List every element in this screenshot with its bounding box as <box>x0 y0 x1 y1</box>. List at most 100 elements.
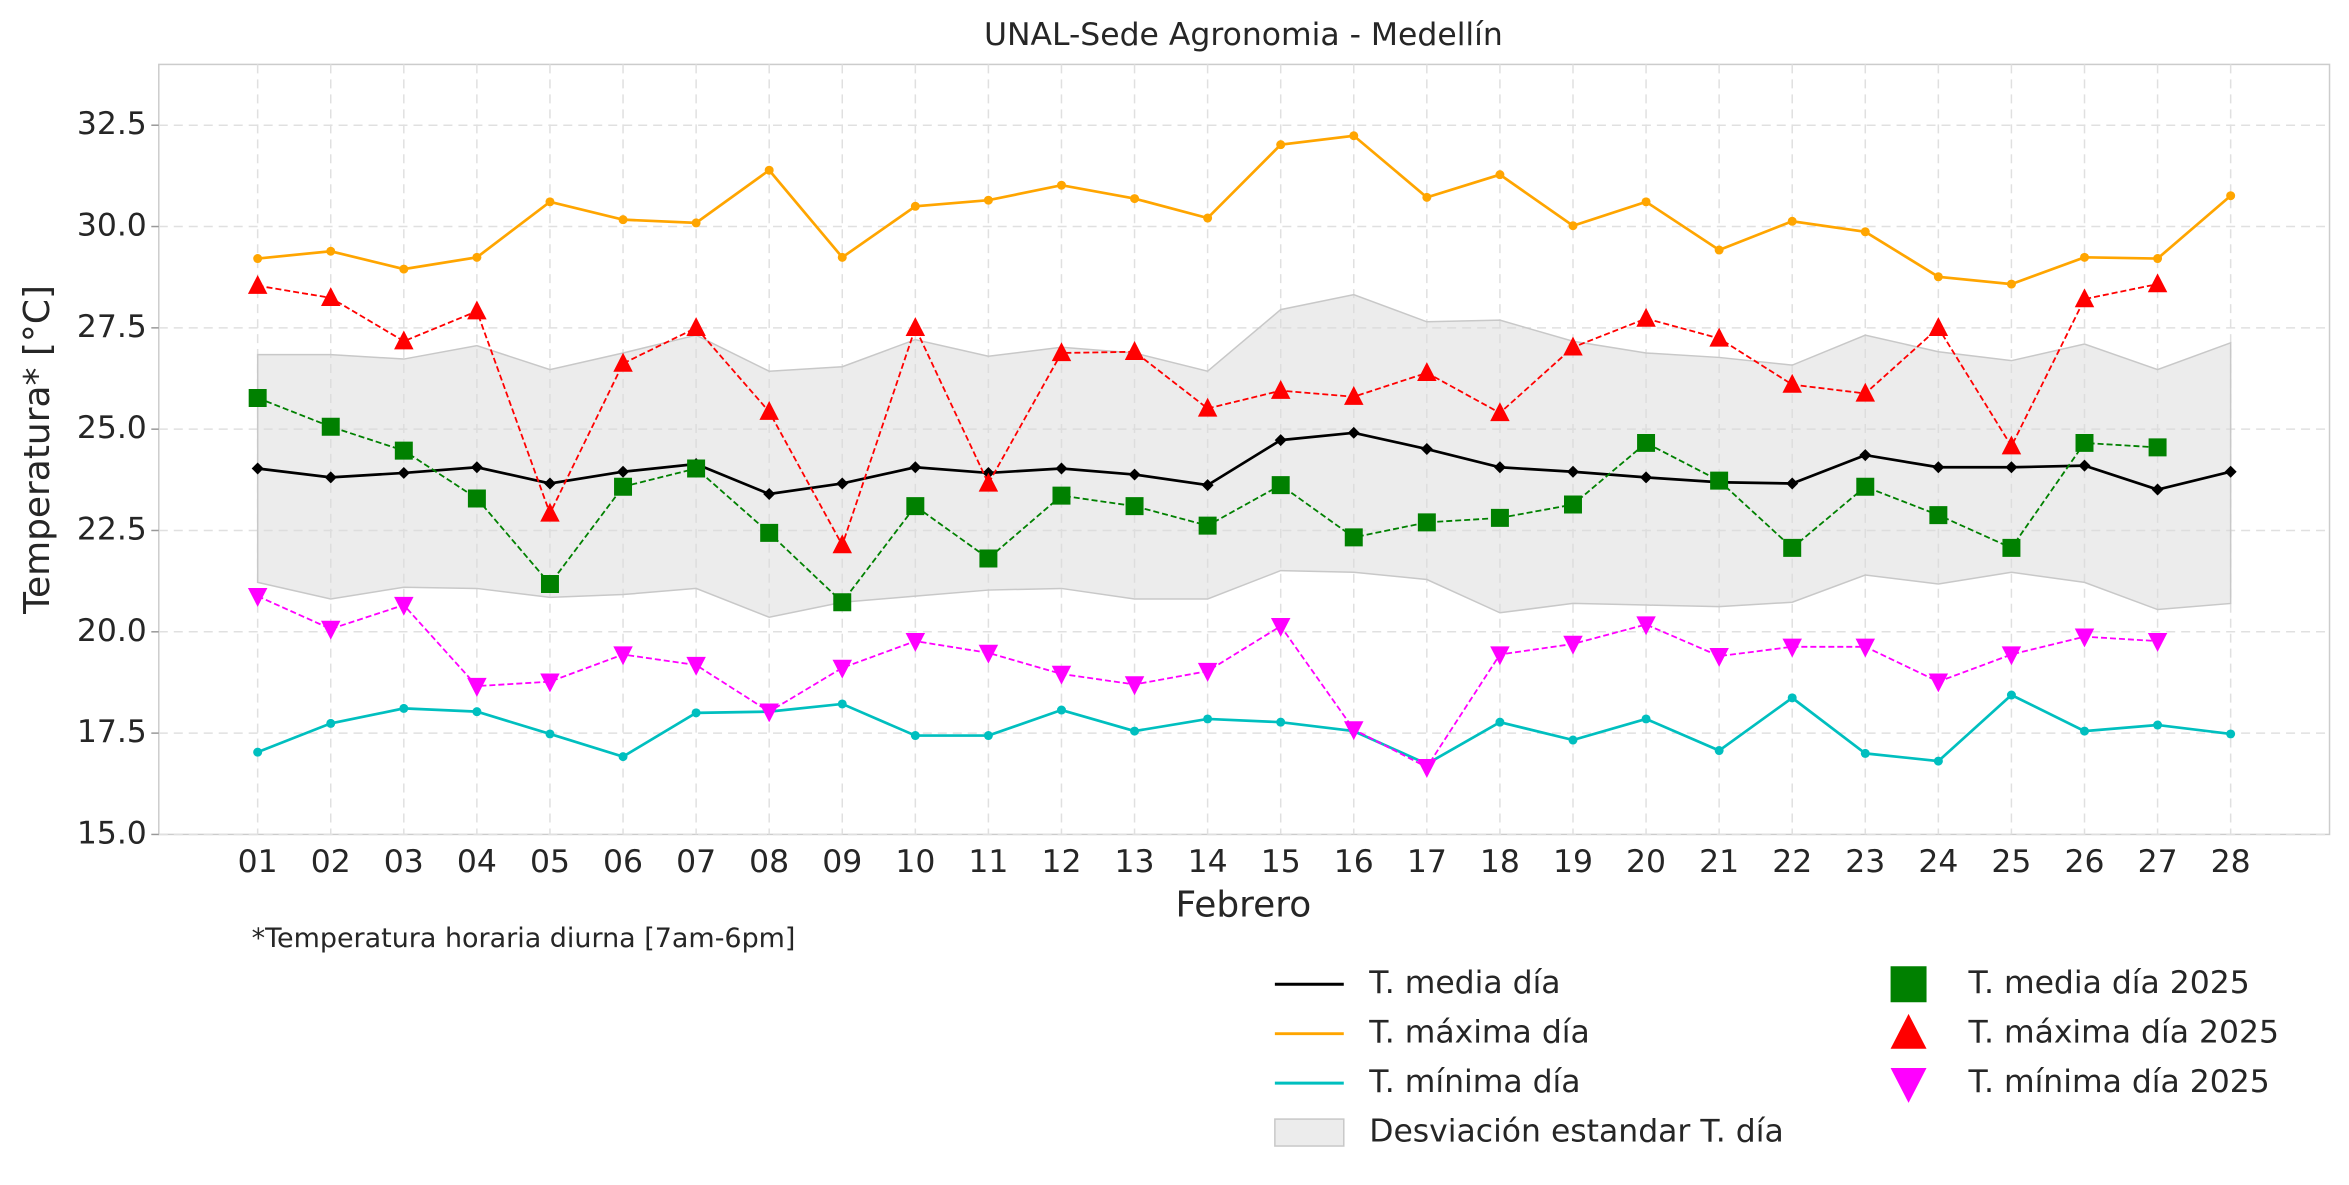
marker <box>1417 513 1436 532</box>
y-tick-label: 15.0 <box>77 815 147 851</box>
marker <box>905 632 926 652</box>
marker <box>764 165 774 175</box>
marker <box>1782 373 1802 393</box>
x-tick-label: 05 <box>530 844 570 880</box>
marker <box>1563 336 1583 356</box>
x-tick-label: 22 <box>1772 844 1812 880</box>
marker <box>2005 461 2018 474</box>
marker <box>1782 638 1802 658</box>
marker <box>618 752 628 762</box>
marker <box>394 441 413 460</box>
marker <box>1929 506 1948 525</box>
marker <box>2078 459 2091 472</box>
marker <box>467 300 487 320</box>
x-tick-label: 03 <box>384 844 424 880</box>
marker <box>691 218 701 228</box>
marker <box>545 197 555 207</box>
marker <box>1495 717 1505 727</box>
marker <box>1714 746 1724 756</box>
marker <box>1056 705 1066 715</box>
marker <box>1636 616 1656 636</box>
x-tick-label: 27 <box>2138 844 2178 880</box>
marker <box>905 317 926 337</box>
marker <box>1490 402 1510 422</box>
marker <box>399 264 409 274</box>
legend-swatch <box>1890 1068 1927 1103</box>
marker <box>1130 726 1140 736</box>
marker <box>1568 735 1578 745</box>
marker <box>910 201 920 211</box>
marker <box>1860 748 1870 758</box>
marker <box>613 352 633 372</box>
x-tick-label: 09 <box>822 844 862 880</box>
marker <box>2153 254 2163 264</box>
marker <box>2001 646 2022 666</box>
x-tick-label: 07 <box>676 844 716 880</box>
marker <box>1787 216 1797 226</box>
marker <box>1276 140 1286 150</box>
marker <box>1270 617 1291 637</box>
marker <box>2226 729 2236 739</box>
marker <box>618 215 628 225</box>
marker <box>1640 471 1653 484</box>
x-tick-label: 23 <box>1845 844 1885 880</box>
legend: T. media día T. máxima día T. mínima día T.… <box>1274 965 2279 1150</box>
marker <box>1566 465 1579 478</box>
marker <box>1344 528 1363 547</box>
marker <box>1203 714 1213 724</box>
marker <box>1344 386 1364 405</box>
marker <box>614 477 633 496</box>
marker <box>321 417 340 436</box>
series-line <box>257 283 2158 548</box>
marker <box>833 593 852 612</box>
marker <box>906 497 925 516</box>
marker <box>1710 471 1729 490</box>
marker <box>2074 288 2095 308</box>
marker <box>247 587 268 607</box>
marker <box>1130 194 1140 204</box>
y-tick-label: 25.0 <box>77 410 147 446</box>
marker <box>1124 676 1145 696</box>
marker <box>394 596 414 616</box>
x-tick-label: 24 <box>1918 844 1958 880</box>
grid: 15.0 17.5 20.0 22.5 25.0 27.5 30.0 32.5 01 02 03 04… <box>77 64 2330 880</box>
y-tick-label: 30.0 <box>77 208 147 244</box>
marker <box>832 534 852 554</box>
legend-swatch <box>1274 1118 1345 1147</box>
marker <box>540 574 559 593</box>
marker <box>1051 342 1072 362</box>
marker <box>1344 721 1364 741</box>
marker <box>978 472 999 492</box>
marker <box>1270 379 1291 399</box>
legend-label: T. media día <box>1368 965 1560 1001</box>
marker <box>1349 131 1359 141</box>
marker <box>1641 714 1651 724</box>
plot-area <box>247 131 2237 778</box>
marker <box>1495 170 1505 180</box>
marker <box>837 252 847 262</box>
marker <box>2006 690 2016 700</box>
marker <box>759 703 779 723</box>
footnote: *Temperatura horaria diurna [7am-6pm] <box>252 923 796 954</box>
y-tick-label: 20.0 <box>77 613 147 649</box>
marker <box>1855 638 1876 658</box>
legend-label: T. máxima día <box>1368 1015 1590 1051</box>
marker <box>543 477 556 490</box>
marker <box>978 644 999 664</box>
marker <box>613 646 633 666</box>
marker <box>253 747 263 757</box>
marker <box>394 330 414 350</box>
marker <box>1490 646 1510 666</box>
x-tick-label: 02 <box>311 844 351 880</box>
std-band <box>256 293 2232 618</box>
marker <box>397 466 410 479</box>
x-tick-label: 20 <box>1626 844 1666 880</box>
series-line <box>257 693 2231 766</box>
marker <box>470 461 483 474</box>
marker <box>1056 180 1066 190</box>
y-tick-label: 22.5 <box>77 511 147 547</box>
marker <box>321 287 341 307</box>
marker <box>1933 272 1943 282</box>
legend-label: T. máxima día 2025 <box>1967 1015 2279 1051</box>
